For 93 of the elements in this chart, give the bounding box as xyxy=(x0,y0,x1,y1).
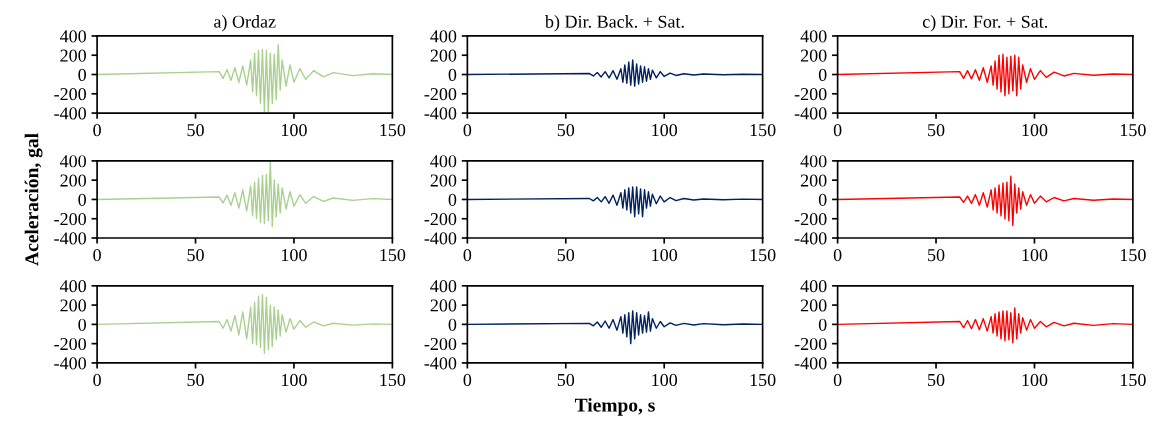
y-tick-label: -400 xyxy=(424,232,457,245)
x-tick-label: 50 xyxy=(187,373,204,387)
x-tick-label: 100 xyxy=(281,373,307,387)
x-tick-label: 100 xyxy=(281,248,307,262)
x-tick-label: 150 xyxy=(380,373,406,387)
x-tick-label: 0 xyxy=(93,373,101,387)
y-tick-label: -200 xyxy=(54,337,86,351)
x-tick-label: 0 xyxy=(833,124,842,137)
y-tick-label: 0 xyxy=(448,68,457,81)
line-series xyxy=(837,175,1133,227)
x-tick-label: 50 xyxy=(557,248,575,262)
x-tick-label: 150 xyxy=(380,248,406,262)
line-series xyxy=(467,59,763,87)
y-tick-label: -400 xyxy=(794,357,827,370)
y-tick-label: 200 xyxy=(60,299,86,312)
y-tick-label: 200 xyxy=(430,49,457,62)
x-tick-label: 0 xyxy=(93,248,101,262)
y-tick-label: -200 xyxy=(794,337,827,351)
chart-title: b) Dir. Back. + Sat. xyxy=(544,15,684,32)
y-tick-label: -400 xyxy=(424,107,457,120)
x-tick-label: 150 xyxy=(750,248,776,262)
x-tick-label: 0 xyxy=(463,248,472,262)
y-tick-label: 200 xyxy=(60,174,86,187)
x-tick-label: 100 xyxy=(1022,124,1048,137)
y-tick-label: 400 xyxy=(59,30,86,43)
y-tick-label: 0 xyxy=(78,193,86,206)
y-tick-label: 0 xyxy=(78,68,86,81)
y-tick-label: -200 xyxy=(54,88,86,101)
x-tick-label: 50 xyxy=(928,373,945,387)
x-axis-title: Tiempo, s xyxy=(574,398,655,416)
y-tick-label: 0 xyxy=(818,193,827,206)
x-tick-label: 50 xyxy=(187,248,204,262)
y-tick-label: -400 xyxy=(54,357,86,370)
y-tick-label: -200 xyxy=(794,212,827,226)
x-tick-label: 50 xyxy=(928,248,945,262)
x-tick-label: 100 xyxy=(652,248,678,262)
x-tick-label: 100 xyxy=(652,124,678,137)
line-series xyxy=(837,53,1133,97)
chart-title: a) Ordaz xyxy=(214,15,276,32)
x-tick-label: 150 xyxy=(1120,373,1146,387)
x-tick-label: 0 xyxy=(463,124,472,137)
y-tick-label: 200 xyxy=(800,299,827,312)
x-tick-label: 100 xyxy=(652,373,678,387)
y-tick-label: 400 xyxy=(800,155,827,168)
y-tick-label: 400 xyxy=(430,280,457,293)
y-tick-label: -400 xyxy=(54,232,86,245)
y-tick-label: 400 xyxy=(59,280,86,293)
y-tick-label: 400 xyxy=(800,30,827,43)
y-tick-label: 200 xyxy=(800,49,827,62)
x-tick-label: 150 xyxy=(1120,124,1146,137)
y-tick-label: 0 xyxy=(818,318,827,331)
x-tick-label: 50 xyxy=(187,124,204,137)
y-tick-label: 200 xyxy=(430,174,457,187)
line-series xyxy=(467,310,763,345)
y-tick-label: -400 xyxy=(54,107,86,120)
x-tick-label: 100 xyxy=(1022,248,1048,262)
y-tick-label: -400 xyxy=(424,357,457,370)
x-tick-label: 150 xyxy=(1120,248,1146,262)
x-tick-label: 0 xyxy=(463,373,472,387)
y-tick-label: -200 xyxy=(424,212,457,226)
x-tick-label: 50 xyxy=(928,124,945,137)
x-tick-label: 100 xyxy=(1022,373,1048,387)
x-tick-label: 150 xyxy=(750,124,776,137)
x-tick-label: 100 xyxy=(281,124,307,137)
x-tick-label: 0 xyxy=(93,124,101,137)
line-series xyxy=(837,307,1133,344)
x-tick-label: 50 xyxy=(557,373,575,387)
y-tick-label: 400 xyxy=(430,155,457,168)
y-tick-label: -200 xyxy=(794,88,827,101)
y-tick-label: 400 xyxy=(59,155,86,168)
y-tick-label: 0 xyxy=(448,193,457,206)
line-series xyxy=(467,186,763,218)
y-tick-label: 400 xyxy=(430,30,457,43)
line-series xyxy=(97,293,393,354)
x-tick-label: 0 xyxy=(833,248,842,262)
chart-title: c) Dir. For. + Sat. xyxy=(922,15,1048,32)
y-tick-label: -400 xyxy=(794,107,827,120)
x-tick-label: 0 xyxy=(833,373,842,387)
x-tick-label: 150 xyxy=(750,373,776,387)
y-tick-label: 0 xyxy=(78,318,86,331)
y-tick-label: 200 xyxy=(800,174,827,187)
y-tick-label: 200 xyxy=(430,299,457,312)
y-tick-label: 0 xyxy=(818,68,827,81)
x-tick-label: 50 xyxy=(557,124,575,137)
y-tick-label: -200 xyxy=(54,212,86,226)
y-tick-label: -200 xyxy=(424,88,457,101)
y-axis-title: Aceleración, gal xyxy=(24,133,43,266)
y-tick-label: -200 xyxy=(424,337,457,351)
y-tick-label: 400 xyxy=(800,280,827,293)
x-tick-label: 150 xyxy=(380,124,406,137)
y-tick-label: -400 xyxy=(794,232,827,245)
y-tick-label: 200 xyxy=(60,49,86,62)
y-tick-label: 0 xyxy=(448,318,457,331)
